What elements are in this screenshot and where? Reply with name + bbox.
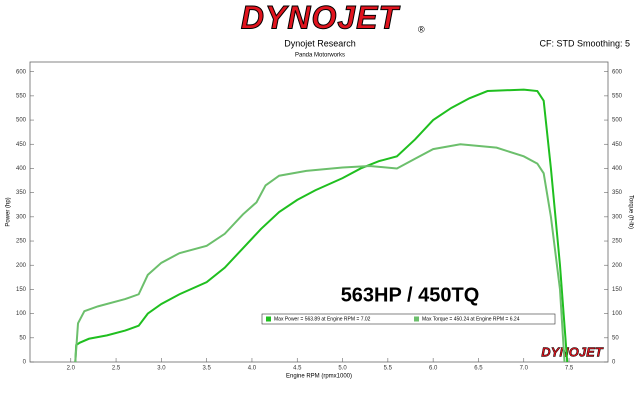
x-tick-label: 6.5 xyxy=(474,366,483,372)
series-line xyxy=(74,143,566,363)
x-tick-label: 7.5 xyxy=(565,366,574,372)
x-tick-label: 7.0 xyxy=(520,366,529,372)
x-tick-label: 5.5 xyxy=(384,366,393,372)
y-tick-label: 450 xyxy=(16,142,27,148)
y-tick-label: 300 xyxy=(16,214,27,220)
x-tick-label: 6.0 xyxy=(429,366,438,372)
annotation: 563HP / 450TQ xyxy=(341,284,480,306)
y-tick-label: 250 xyxy=(16,239,27,245)
x-tick-label: 2.0 xyxy=(67,366,76,372)
y2-tick-label: 500 xyxy=(612,118,623,124)
title: Dynojet Research xyxy=(284,38,356,48)
x-tick-label: 3.0 xyxy=(157,366,166,372)
y2-tick-label: 550 xyxy=(612,93,623,99)
y2-tick-label: 300 xyxy=(612,214,623,220)
legend-label: Max Power = 563.89 at Engine RPM = 7.02 xyxy=(274,316,371,322)
logo: DYNOJET xyxy=(241,0,401,35)
y-tick-label: 400 xyxy=(16,166,27,172)
y-axis-label: Power (hp) xyxy=(6,197,12,226)
legend-swatch xyxy=(414,316,419,322)
legend-swatch xyxy=(266,316,271,322)
settings: CF: STD Smoothing: 5 xyxy=(539,38,630,48)
y-tick-label: 600 xyxy=(16,69,27,75)
y2-tick-label: 400 xyxy=(612,166,623,172)
legend-box xyxy=(261,313,556,325)
y2-tick-label: 0 xyxy=(612,360,616,366)
plot-frame xyxy=(29,61,609,363)
legend-label: Max Torque = 450.24 at Engine RPM = 6.24 xyxy=(422,316,520,322)
y2-tick-label: 600 xyxy=(612,69,623,75)
registered-mark: ® xyxy=(418,24,425,34)
y-tick-label: 500 xyxy=(16,118,27,124)
y-tick-label: 50 xyxy=(19,335,26,341)
y-tick-label: 550 xyxy=(16,93,27,99)
y-tick-label: 150 xyxy=(16,287,27,293)
x-axis-label: Engine RPM (rpmx1000) xyxy=(286,374,352,380)
x-tick-label: 2.5 xyxy=(112,366,121,372)
x-tick-label: 5.0 xyxy=(338,366,347,372)
y2-axis-label: Torque (ft-lb) xyxy=(627,195,633,229)
y2-tick-label: 50 xyxy=(612,335,619,341)
y2-tick-label: 150 xyxy=(612,287,623,293)
subtitle: Panda Motorworks xyxy=(295,53,345,59)
x-tick-label: 3.5 xyxy=(202,366,211,372)
x-tick-label: 4.5 xyxy=(293,366,302,372)
y-tick-label: 100 xyxy=(16,311,27,317)
series-line xyxy=(74,88,569,363)
y-tick-label: 200 xyxy=(16,263,27,269)
y2-tick-label: 250 xyxy=(612,239,623,245)
y2-tick-label: 100 xyxy=(612,311,623,317)
watermark: DYNOJET xyxy=(541,344,603,359)
y2-tick-label: 200 xyxy=(612,263,623,269)
x-tick-label: 4.0 xyxy=(248,366,257,372)
y2-tick-label: 350 xyxy=(612,190,623,196)
y-tick-label: 350 xyxy=(16,190,27,196)
y2-tick-label: 450 xyxy=(612,142,623,148)
y-tick-label: 0 xyxy=(23,360,27,366)
